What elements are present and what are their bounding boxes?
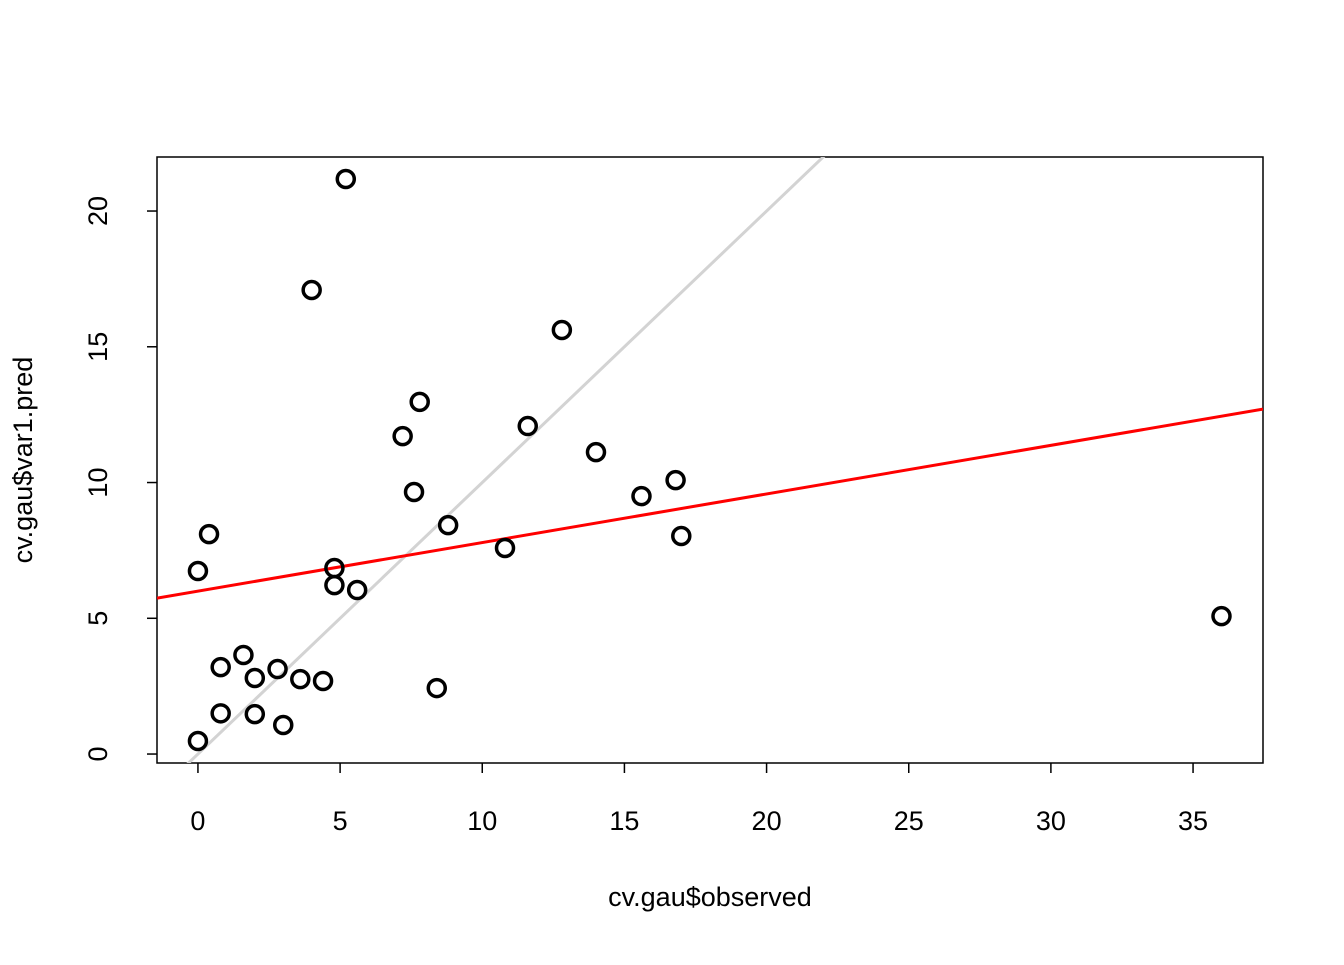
x-tick-label: 0: [190, 806, 205, 836]
point: [198, 523, 220, 545]
x-tick-label: 5: [333, 806, 348, 836]
point: [187, 560, 209, 582]
point: [551, 319, 573, 341]
plot-frame: [156, 156, 1264, 764]
point: [210, 656, 231, 678]
point: [312, 670, 334, 692]
point: [517, 415, 539, 437]
point: [494, 537, 516, 559]
point: [426, 677, 448, 699]
point: [210, 703, 231, 724]
point: [585, 441, 607, 463]
fit-line: [157, 407, 1263, 600]
point: [272, 714, 294, 736]
y-tick-label: 10: [83, 468, 113, 498]
x-tick-label: 20: [752, 806, 782, 836]
x-axis-label: cv.gau$observed: [608, 882, 812, 912]
y-tick-label: 5: [83, 611, 113, 626]
point: [290, 668, 311, 690]
point: [403, 481, 425, 503]
y-tick-label: 15: [83, 332, 113, 362]
x-tick-label: 15: [609, 806, 639, 836]
x-tick-label: 30: [1036, 806, 1066, 836]
point: [233, 644, 254, 666]
x-tick-label: 10: [467, 806, 497, 836]
point: [187, 730, 209, 752]
point: [244, 667, 266, 689]
y-tick-label: 0: [83, 747, 113, 762]
fit-line: [186, 157, 826, 763]
point: [671, 525, 692, 547]
point: [665, 469, 686, 491]
point: [335, 168, 357, 190]
point: [346, 579, 368, 601]
point: [267, 658, 288, 680]
point: [409, 391, 430, 413]
point: [392, 425, 413, 447]
point: [631, 485, 652, 507]
point: [301, 279, 322, 301]
point: [437, 514, 459, 536]
x-tick-label: 25: [894, 806, 924, 836]
x-tick-label: 35: [1178, 806, 1208, 836]
point: [324, 574, 345, 596]
point: [244, 703, 266, 725]
y-axis-label: cv.gau$var1.pred: [8, 357, 38, 564]
point: [1211, 605, 1232, 627]
y-tick-label: 20: [83, 196, 113, 226]
